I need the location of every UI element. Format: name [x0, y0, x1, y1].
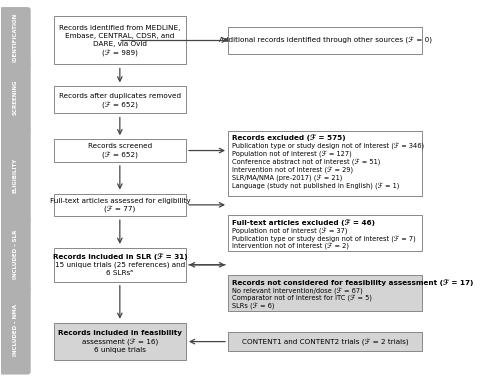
- Text: Intervention not of interest (ℱ = 29): Intervention not of interest (ℱ = 29): [232, 166, 354, 173]
- Text: (ℱ = 989): (ℱ = 989): [102, 49, 138, 56]
- Text: Intervention not of interest (ℱ = 2): Intervention not of interest (ℱ = 2): [232, 243, 350, 249]
- Text: Language (study not published in English) (ℱ = 1): Language (study not published in English…: [232, 182, 400, 189]
- Text: IDENTIFICATION: IDENTIFICATION: [12, 12, 18, 62]
- Text: (ℱ = 652): (ℱ = 652): [102, 151, 138, 158]
- Text: SCREENING: SCREENING: [12, 79, 18, 115]
- Text: Records screened: Records screened: [88, 143, 152, 149]
- Text: Publication type or study design not of interest (ℱ = 346): Publication type or study design not of …: [232, 143, 424, 149]
- Text: assessment (ℱ = 16): assessment (ℱ = 16): [82, 338, 158, 345]
- Text: CONTENT1 and CONTENT2 trials (ℱ = 2 trials): CONTENT1 and CONTENT2 trials (ℱ = 2 tria…: [242, 338, 408, 345]
- FancyBboxPatch shape: [0, 127, 30, 223]
- Text: Records excluded (ℱ = 575): Records excluded (ℱ = 575): [232, 135, 346, 141]
- Text: Records included in SLR (ℱ = 31): Records included in SLR (ℱ = 31): [52, 253, 187, 260]
- Text: INCLUDED – SLR: INCLUDED – SLR: [12, 230, 18, 279]
- Text: Comparator not of interest for ITC (ℱ = 5): Comparator not of interest for ITC (ℱ = …: [232, 294, 372, 302]
- Text: Records identified from MEDLINE,: Records identified from MEDLINE,: [59, 25, 180, 31]
- Text: Additional records identified through other sources (ℱ = 0): Additional records identified through ot…: [218, 36, 432, 44]
- FancyBboxPatch shape: [0, 7, 30, 67]
- Text: INCLUDED – NMA: INCLUDED – NMA: [12, 304, 18, 356]
- Bar: [54, 86, 186, 114]
- Text: 15 unique trials (25 references) and: 15 unique trials (25 references) and: [54, 262, 185, 268]
- Bar: [228, 27, 422, 53]
- Text: 6 SLRsᵃ: 6 SLRsᵃ: [106, 270, 134, 276]
- Bar: [54, 323, 186, 360]
- Text: (ℱ = 77): (ℱ = 77): [104, 206, 136, 212]
- Text: DARE, via Ovid: DARE, via Ovid: [93, 41, 147, 47]
- Text: Full-text articles excluded (ℱ = 46): Full-text articles excluded (ℱ = 46): [232, 219, 376, 226]
- FancyBboxPatch shape: [0, 286, 30, 374]
- Text: Records after duplicates removed: Records after duplicates removed: [59, 93, 181, 99]
- Bar: [54, 194, 186, 216]
- Bar: [54, 16, 186, 64]
- Text: Embase, CENTRAL, CDSR, and: Embase, CENTRAL, CDSR, and: [65, 33, 174, 39]
- Text: ELIGIBILITY: ELIGIBILITY: [12, 157, 18, 193]
- Bar: [54, 248, 186, 282]
- Bar: [54, 139, 186, 162]
- Text: Full-text articles assessed for eligibility: Full-text articles assessed for eligibil…: [50, 198, 190, 204]
- Text: (ℱ = 652): (ℱ = 652): [102, 101, 138, 108]
- FancyBboxPatch shape: [0, 217, 30, 292]
- Bar: [228, 131, 422, 196]
- Text: SLR/MA/NMA (pre-2017) (ℱ = 21): SLR/MA/NMA (pre-2017) (ℱ = 21): [232, 174, 343, 181]
- Text: Records included in feasibility: Records included in feasibility: [58, 331, 182, 337]
- Text: Population not of interest (ℱ = 127): Population not of interest (ℱ = 127): [232, 150, 352, 157]
- Text: 6 unique trials: 6 unique trials: [94, 347, 146, 353]
- Text: Records not considered for feasibility assessment (ℱ = 17): Records not considered for feasibility a…: [232, 279, 474, 286]
- Bar: [228, 275, 422, 311]
- Text: No relevant intervention/dose (ℱ = 67): No relevant intervention/dose (ℱ = 67): [232, 287, 363, 294]
- Text: SLRs (ℱ = 6): SLRs (ℱ = 6): [232, 302, 275, 309]
- Bar: [228, 332, 422, 351]
- Text: Publication type or study design not of interest (ℱ = 7): Publication type or study design not of …: [232, 235, 416, 241]
- Text: Conference abstract not of interest (ℱ = 51): Conference abstract not of interest (ℱ =…: [232, 158, 381, 165]
- FancyBboxPatch shape: [0, 61, 30, 133]
- Text: Population not of interest (ℱ = 37): Population not of interest (ℱ = 37): [232, 227, 348, 233]
- Bar: [228, 215, 422, 251]
